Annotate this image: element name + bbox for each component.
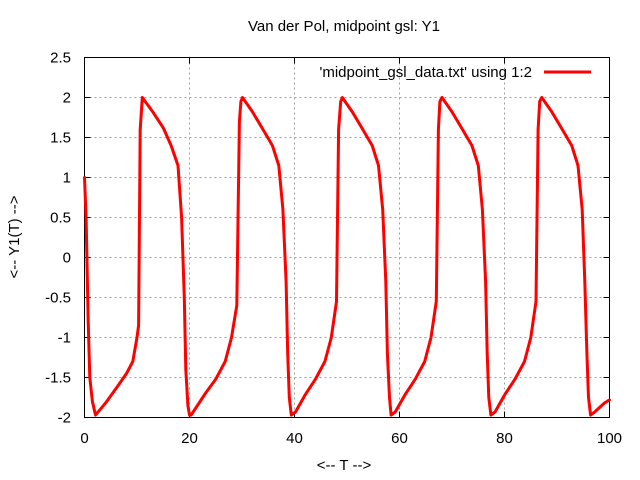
x-tick-label: 100 (597, 430, 622, 447)
series-line (83, 96, 611, 417)
y-tick-label: 2 (63, 90, 71, 107)
y-tick-label: -1 (58, 330, 71, 347)
legend: 'midpoint_gsl_data.txt' using 1:2 (319, 64, 591, 81)
x-tick-label: 0 (80, 430, 88, 447)
series-layer (83, 96, 611, 417)
x-tick-label: 60 (391, 430, 408, 447)
legend-label: 'midpoint_gsl_data.txt' using 1:2 (319, 64, 532, 81)
x-tick-label: 40 (286, 430, 303, 447)
y-tick-label: -2 (58, 410, 71, 427)
y-tick-label: 0.5 (50, 210, 71, 227)
plot-frame (84, 57, 610, 418)
x-tick-label: 80 (496, 430, 513, 447)
y-tick-label: 1.5 (50, 130, 71, 147)
x-axis-label: <-- T --> (317, 457, 372, 474)
y-tick-label: 0 (63, 250, 71, 267)
grid (84, 57, 610, 418)
x-tick-label: 20 (181, 430, 198, 447)
y-tick-label: -0.5 (45, 290, 71, 307)
y-tick-label: 2.5 (50, 50, 71, 67)
y-tick-label: -1.5 (45, 370, 71, 387)
y-tick-label: 1 (63, 170, 71, 187)
y-axis-label: <-- Y1(T) --> (6, 195, 23, 278)
axis-ticks: 0 20 40 60 80 100 -2 -1.5 -1 -0.5 0 0.5 1 1.5 2 2.5 (45, 50, 622, 448)
chart-title: Van der Pol, midpoint gsl: Y1 (248, 18, 440, 35)
